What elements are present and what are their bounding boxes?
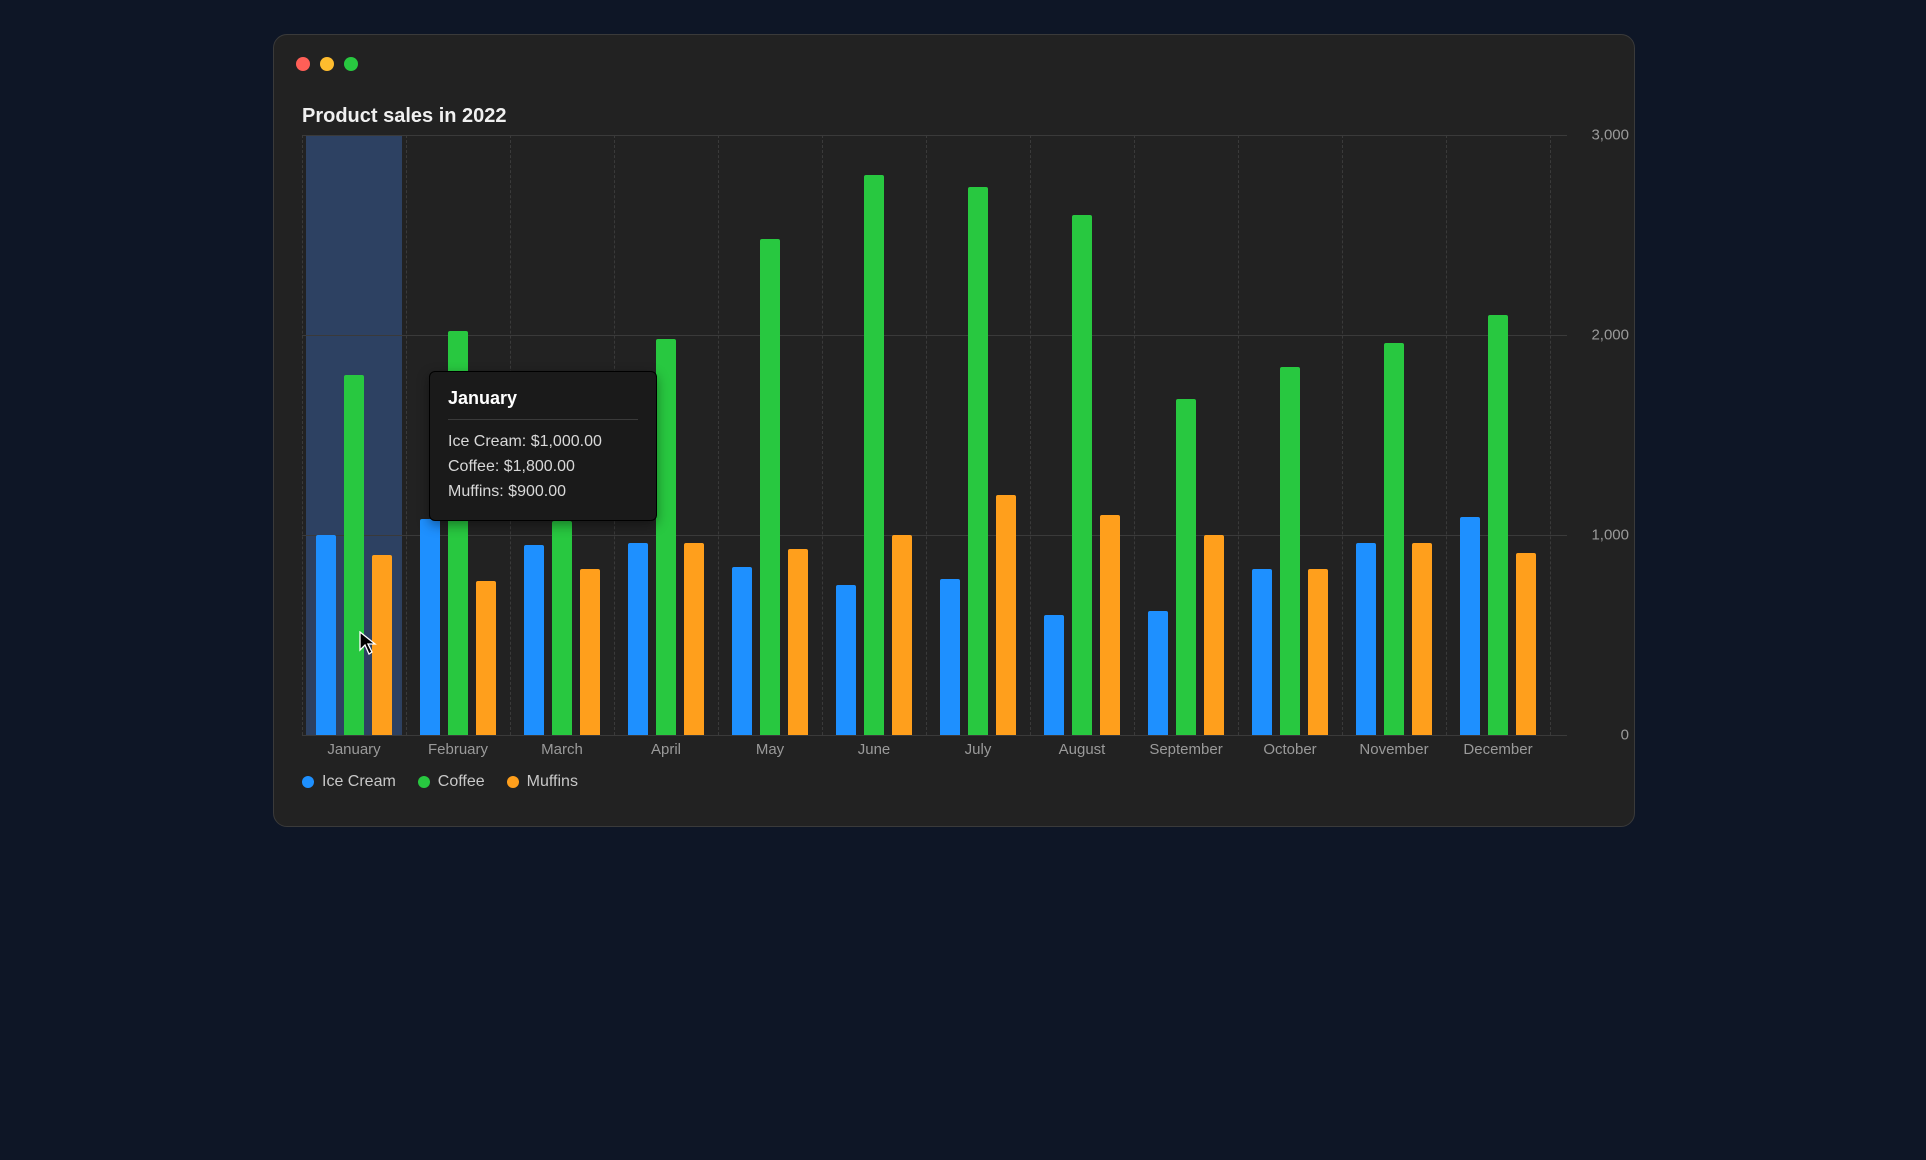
y-axis-tick-label: 0 bbox=[1621, 727, 1629, 744]
gridline-horizontal bbox=[302, 735, 1567, 736]
x-axis-tick-label: October bbox=[1263, 741, 1316, 758]
bar-muffins[interactable] bbox=[476, 581, 496, 735]
bar-coffee[interactable] bbox=[760, 239, 780, 735]
bar-muffins[interactable] bbox=[1204, 535, 1224, 735]
bar-muffins[interactable] bbox=[372, 555, 392, 735]
legend-swatch-icon bbox=[507, 776, 519, 788]
y-axis-tick-label: 1,000 bbox=[1591, 527, 1629, 544]
tooltip-row: Ice Cream: $1,000.00 bbox=[448, 430, 638, 455]
x-axis-tick-label: March bbox=[541, 741, 583, 758]
bar-coffee[interactable] bbox=[864, 175, 884, 735]
x-axis-tick-label: August bbox=[1059, 741, 1106, 758]
bar-ice-cream[interactable] bbox=[1356, 543, 1376, 735]
bar-ice-cream[interactable] bbox=[940, 579, 960, 735]
bar-coffee[interactable] bbox=[968, 187, 988, 735]
chart-title: Product sales in 2022 bbox=[302, 105, 507, 128]
bar-coffee[interactable] bbox=[552, 521, 572, 735]
legend-item-coffee[interactable]: Coffee bbox=[418, 773, 485, 791]
bar-ice-cream[interactable] bbox=[420, 519, 440, 735]
x-axis-tick-label: June bbox=[858, 741, 891, 758]
bar-coffee[interactable] bbox=[1488, 315, 1508, 735]
bar-muffins[interactable] bbox=[1412, 543, 1432, 735]
legend-swatch-icon bbox=[302, 776, 314, 788]
x-axis-tick-label: May bbox=[756, 741, 784, 758]
y-axis-tick-label: 2,000 bbox=[1591, 327, 1629, 344]
bar-muffins[interactable] bbox=[684, 543, 704, 735]
bar-muffins[interactable] bbox=[892, 535, 912, 735]
bar-ice-cream[interactable] bbox=[524, 545, 544, 735]
legend-label: Ice Cream bbox=[322, 773, 396, 791]
legend-label: Muffins bbox=[527, 773, 578, 791]
x-axis-tick-label: July bbox=[965, 741, 992, 758]
bar-muffins[interactable] bbox=[788, 549, 808, 735]
bar-ice-cream[interactable] bbox=[316, 535, 336, 735]
bar-ice-cream[interactable] bbox=[1252, 569, 1272, 735]
x-axis-tick-label: January bbox=[327, 741, 380, 758]
bar-ice-cream[interactable] bbox=[628, 543, 648, 735]
x-axis-tick-label: December bbox=[1463, 741, 1532, 758]
x-axis-labels: January February March April May June July Augu… bbox=[302, 741, 1567, 765]
bar-muffins[interactable] bbox=[996, 495, 1016, 735]
chart-tooltip: January Ice Cream: $1,000.00 Coffee: $1,… bbox=[429, 371, 657, 521]
y-axis-tick-label: 3,000 bbox=[1591, 127, 1629, 144]
bar-ice-cream[interactable] bbox=[1148, 611, 1168, 735]
zoom-icon[interactable] bbox=[344, 57, 358, 71]
tooltip-row: Coffee: $1,800.00 bbox=[448, 455, 638, 480]
window-traffic-lights bbox=[296, 57, 358, 71]
bar-muffins[interactable] bbox=[1308, 569, 1328, 735]
minimize-icon[interactable] bbox=[320, 57, 334, 71]
legend-swatch-icon bbox=[418, 776, 430, 788]
bar-ice-cream[interactable] bbox=[732, 567, 752, 735]
legend-item-muffins[interactable]: Muffins bbox=[507, 773, 578, 791]
y-axis-labels: 01,0002,0003,000 bbox=[1574, 135, 1629, 735]
bar-ice-cream[interactable] bbox=[1044, 615, 1064, 735]
bar-ice-cream[interactable] bbox=[1460, 517, 1480, 735]
bar-coffee[interactable] bbox=[1072, 215, 1092, 735]
legend-label: Coffee bbox=[438, 773, 485, 791]
bar-coffee[interactable] bbox=[1280, 367, 1300, 735]
tooltip-title: January bbox=[448, 388, 638, 420]
chart-legend: Ice Cream Coffee Muffins bbox=[302, 773, 578, 791]
bar-coffee[interactable] bbox=[344, 375, 364, 735]
close-icon[interactable] bbox=[296, 57, 310, 71]
x-axis-tick-label: April bbox=[651, 741, 681, 758]
bar-coffee[interactable] bbox=[1176, 399, 1196, 735]
bar-muffins[interactable] bbox=[580, 569, 600, 735]
x-axis-tick-label: November bbox=[1359, 741, 1428, 758]
bar-coffee[interactable] bbox=[1384, 343, 1404, 735]
tooltip-row: Muffins: $900.00 bbox=[448, 480, 638, 505]
x-axis-tick-label: September bbox=[1149, 741, 1222, 758]
bar-coffee[interactable] bbox=[656, 339, 676, 735]
bar-muffins[interactable] bbox=[1100, 515, 1120, 735]
bar-muffins[interactable] bbox=[1516, 553, 1536, 735]
x-axis-tick-label: February bbox=[428, 741, 488, 758]
bar-ice-cream[interactable] bbox=[836, 585, 856, 735]
chart-window: Product sales in 2022 0 1,000 2,000 3,000 J… bbox=[273, 34, 1635, 827]
legend-item-ice-cream[interactable]: Ice Cream bbox=[302, 773, 396, 791]
